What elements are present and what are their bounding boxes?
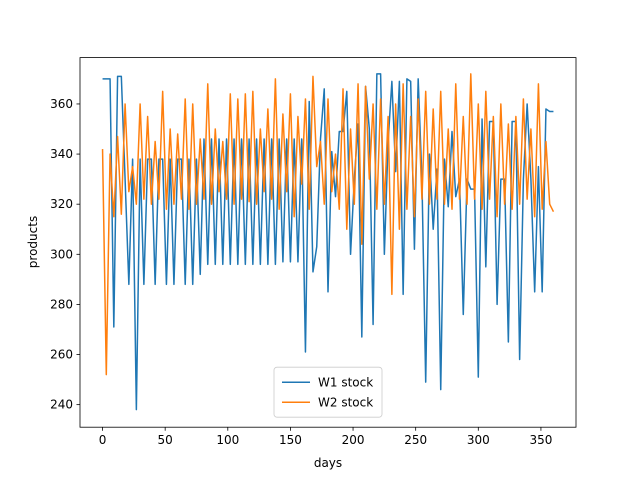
y-axis-label: products: [26, 216, 40, 268]
y-tick-label: 280: [50, 297, 73, 311]
x-axis-label: days: [314, 456, 342, 470]
y-tick-label: 300: [50, 247, 73, 261]
y-tick-label: 320: [50, 197, 73, 211]
legend-box: [273, 366, 383, 418]
x-tick-label: 300: [467, 433, 490, 447]
y-tick-label: 360: [50, 97, 73, 111]
y-tick-label: 340: [50, 147, 73, 161]
x-tick-label: 100: [216, 433, 239, 447]
series-line: [101, 73, 555, 376]
series-line: [102, 73, 554, 411]
axes-frame: [79, 57, 577, 428]
legend-label: W1 stock: [318, 376, 373, 390]
x-tick-label: 250: [404, 433, 427, 447]
x-tick-label: 0: [99, 433, 107, 447]
x-tick-label: 150: [279, 433, 302, 447]
y-tick-label: 240: [50, 398, 73, 412]
legend-label: W2 stock: [318, 396, 373, 410]
x-tick-label: 200: [342, 433, 365, 447]
x-tick-label: 350: [529, 433, 552, 447]
y-tick-label: 260: [50, 348, 73, 362]
x-tick-label: 50: [158, 433, 173, 447]
